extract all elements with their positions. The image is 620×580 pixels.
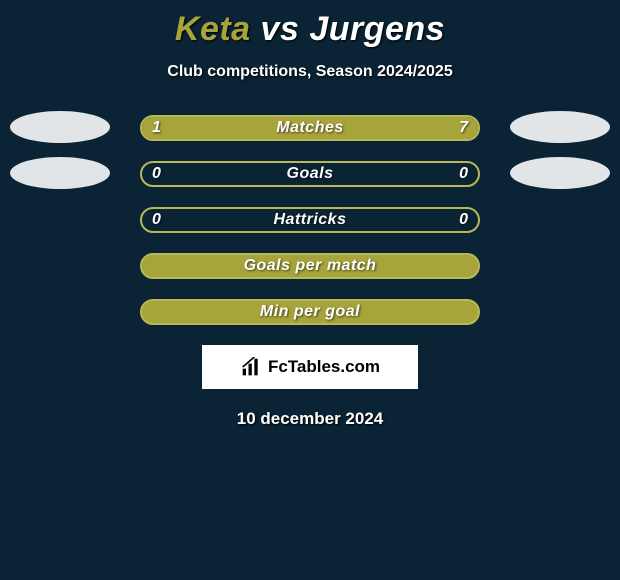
player1-name: Keta [175, 10, 251, 48]
player2-avatar [510, 157, 610, 189]
stat-bar: Min per goal [140, 299, 480, 325]
comparison-title: Keta vs Jurgens [0, 0, 620, 49]
brand-badge[interactable]: FcTables.com [202, 345, 418, 389]
stat-row: 00Goals [0, 161, 620, 187]
stat-row: Goals per match [0, 253, 620, 279]
stat-label: Goals per match [142, 255, 478, 277]
player1-avatar [10, 157, 110, 189]
bar-chart-icon [240, 357, 262, 377]
date-label: 10 december 2024 [0, 409, 620, 429]
brand-text: FcTables.com [268, 357, 380, 377]
stat-label: Hattricks [142, 209, 478, 231]
stat-label: Min per goal [142, 301, 478, 323]
stats-rows: 17Matches 00Goals 00Hattricks Goals per mat… [0, 115, 620, 325]
stat-bar: 17Matches [140, 115, 480, 141]
stat-bar: 00Goals [140, 161, 480, 187]
stat-row: 17Matches [0, 115, 620, 141]
player2-name: Jurgens [309, 10, 445, 48]
stat-row: 00Hattricks [0, 207, 620, 233]
player2-avatar [510, 111, 610, 143]
stat-label: Goals [142, 163, 478, 185]
subtitle: Club competitions, Season 2024/2025 [0, 63, 620, 81]
stat-bar: 00Hattricks [140, 207, 480, 233]
player1-avatar [10, 111, 110, 143]
stat-row: Min per goal [0, 299, 620, 325]
vs-text: vs [261, 10, 300, 48]
stat-label: Matches [142, 117, 478, 139]
stat-bar: Goals per match [140, 253, 480, 279]
